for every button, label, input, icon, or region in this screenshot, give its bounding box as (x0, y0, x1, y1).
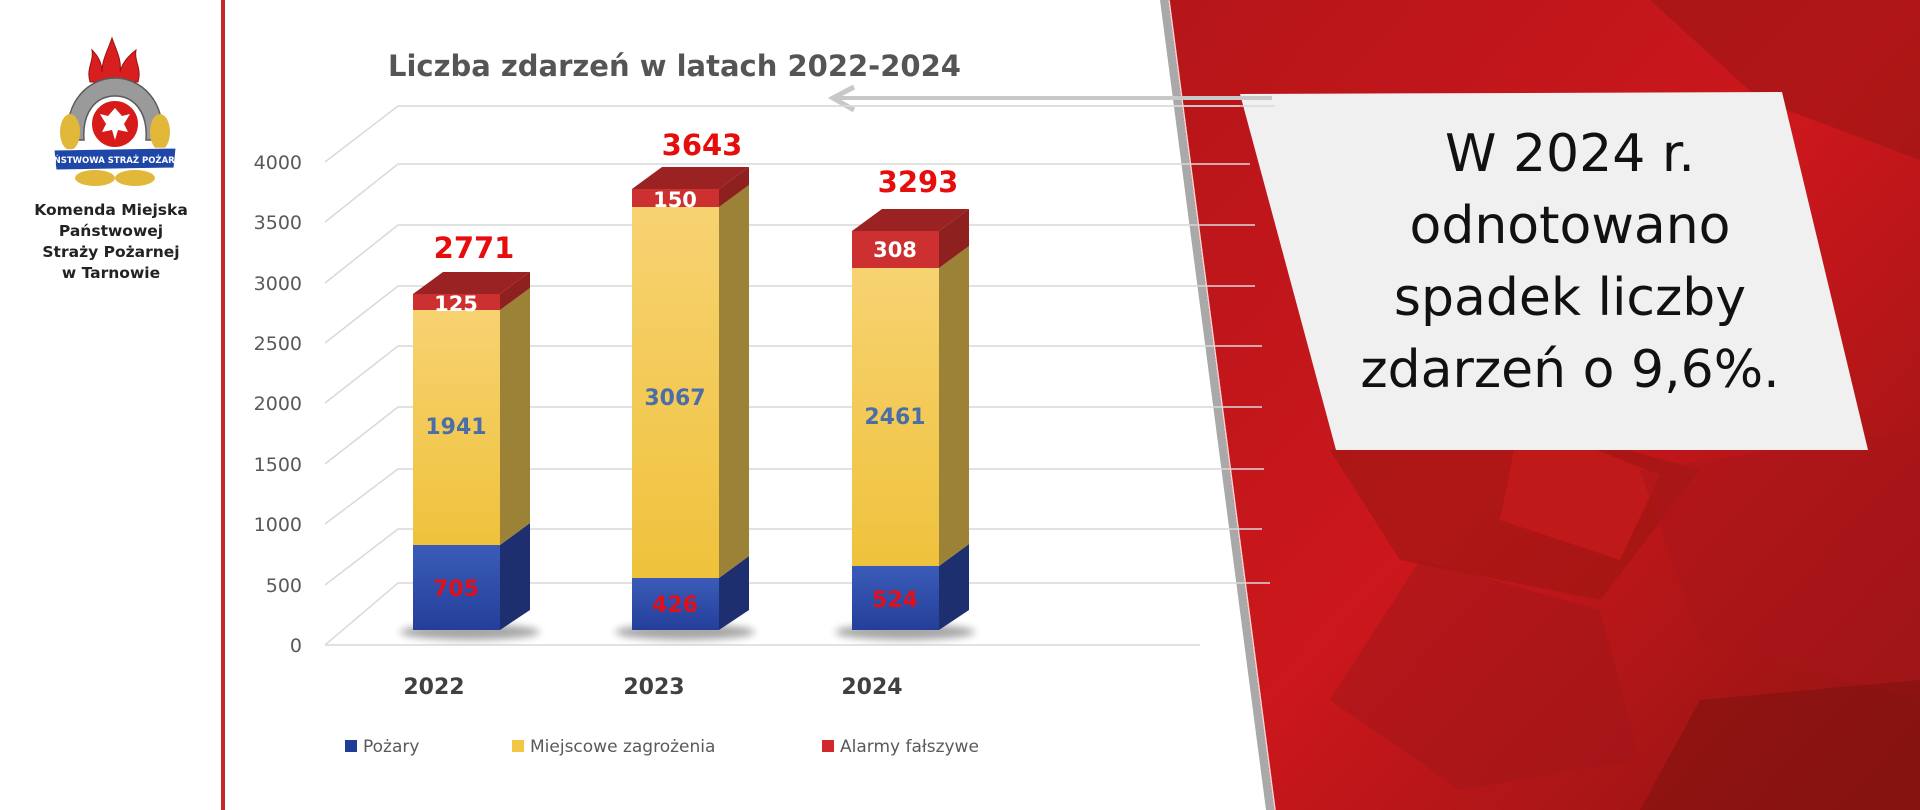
category-label: 2023 (623, 675, 684, 700)
legend: Pożary Miejscowe zagrożenia Alarmy fałsz… (345, 737, 979, 757)
bar-2023[interactable]: 426 3067 150 3643 2023 (615, 128, 755, 700)
sidebar-divider (221, 0, 225, 810)
svg-text:1000: 1000 (254, 514, 302, 536)
value-label: 125 (434, 292, 478, 316)
logo-banner-text: PAŃSTWOWA STRAŻ POŻARNA (50, 154, 180, 166)
callout-box (1240, 92, 1868, 450)
value-label: 308 (873, 238, 917, 262)
bar-2022[interactable]: 705 1941 125 2771 2022 (400, 231, 540, 700)
chart-title: Liczba zdarzeń w latach 2022-2024 (388, 49, 961, 83)
callout-line: zdarzeń o 9,6%. (1360, 340, 1780, 400)
legend-swatch-pozary (345, 740, 357, 752)
callout-text: W 2024 r. odnotowano spadek liczby zdarz… (1300, 118, 1840, 406)
svg-text:500: 500 (266, 575, 302, 597)
gridlines (324, 105, 1270, 646)
total-label: 3293 (878, 165, 959, 199)
total-label: 3643 (662, 128, 743, 162)
total-label: 2771 (434, 231, 515, 265)
svg-text:2500: 2500 (254, 333, 302, 355)
bar-2024[interactable]: 524 2461 308 3293 2024 (835, 165, 975, 700)
org-name-line: w Tarnowie (61, 264, 161, 282)
legend-swatch-alarmy (822, 740, 834, 752)
svg-text:0: 0 (290, 635, 302, 657)
org-name-line: Straży Pożarnej (42, 243, 180, 261)
legend-swatch-miejscowe (512, 740, 524, 752)
legend-label: Miejscowe zagrożenia (530, 737, 715, 757)
fire-service-logo-icon: PAŃSTWOWA STRAŻ POŻARNA (50, 36, 180, 186)
svg-text:2000: 2000 (254, 393, 302, 415)
callout-line: spadek liczby (1393, 268, 1747, 328)
value-label: 426 (652, 593, 698, 618)
value-label: 3067 (644, 386, 705, 411)
category-label: 2022 (403, 675, 464, 700)
value-label: 705 (433, 577, 479, 602)
svg-text:4000: 4000 (254, 152, 302, 174)
svg-text:3000: 3000 (254, 273, 302, 295)
category-label: 2024 (841, 675, 902, 700)
value-label: 524 (872, 588, 918, 613)
legend-label: Pożary (363, 737, 419, 757)
value-label: 150 (653, 188, 697, 212)
callout-line: W 2024 r. (1445, 124, 1695, 184)
value-label: 1941 (425, 415, 486, 440)
svg-text:1500: 1500 (254, 454, 302, 476)
sidebar-panel: PAŃSTWOWA STRAŻ POŻARNA Komenda Miejska … (0, 0, 222, 810)
svg-text:3500: 3500 (254, 212, 302, 234)
organization-name: Komenda Miejska Państwowej Straży Pożarn… (0, 200, 222, 284)
value-label: 2461 (864, 405, 925, 430)
org-name-line: Komenda Miejska (34, 201, 188, 219)
org-name-line: Państwowej (58, 222, 164, 240)
callout-line: odnotowano (1409, 196, 1731, 256)
legend-label: Alarmy fałszywe (840, 737, 979, 757)
y-axis: 4000 3500 3000 2500 2000 1500 1000 500 0 (254, 152, 302, 657)
